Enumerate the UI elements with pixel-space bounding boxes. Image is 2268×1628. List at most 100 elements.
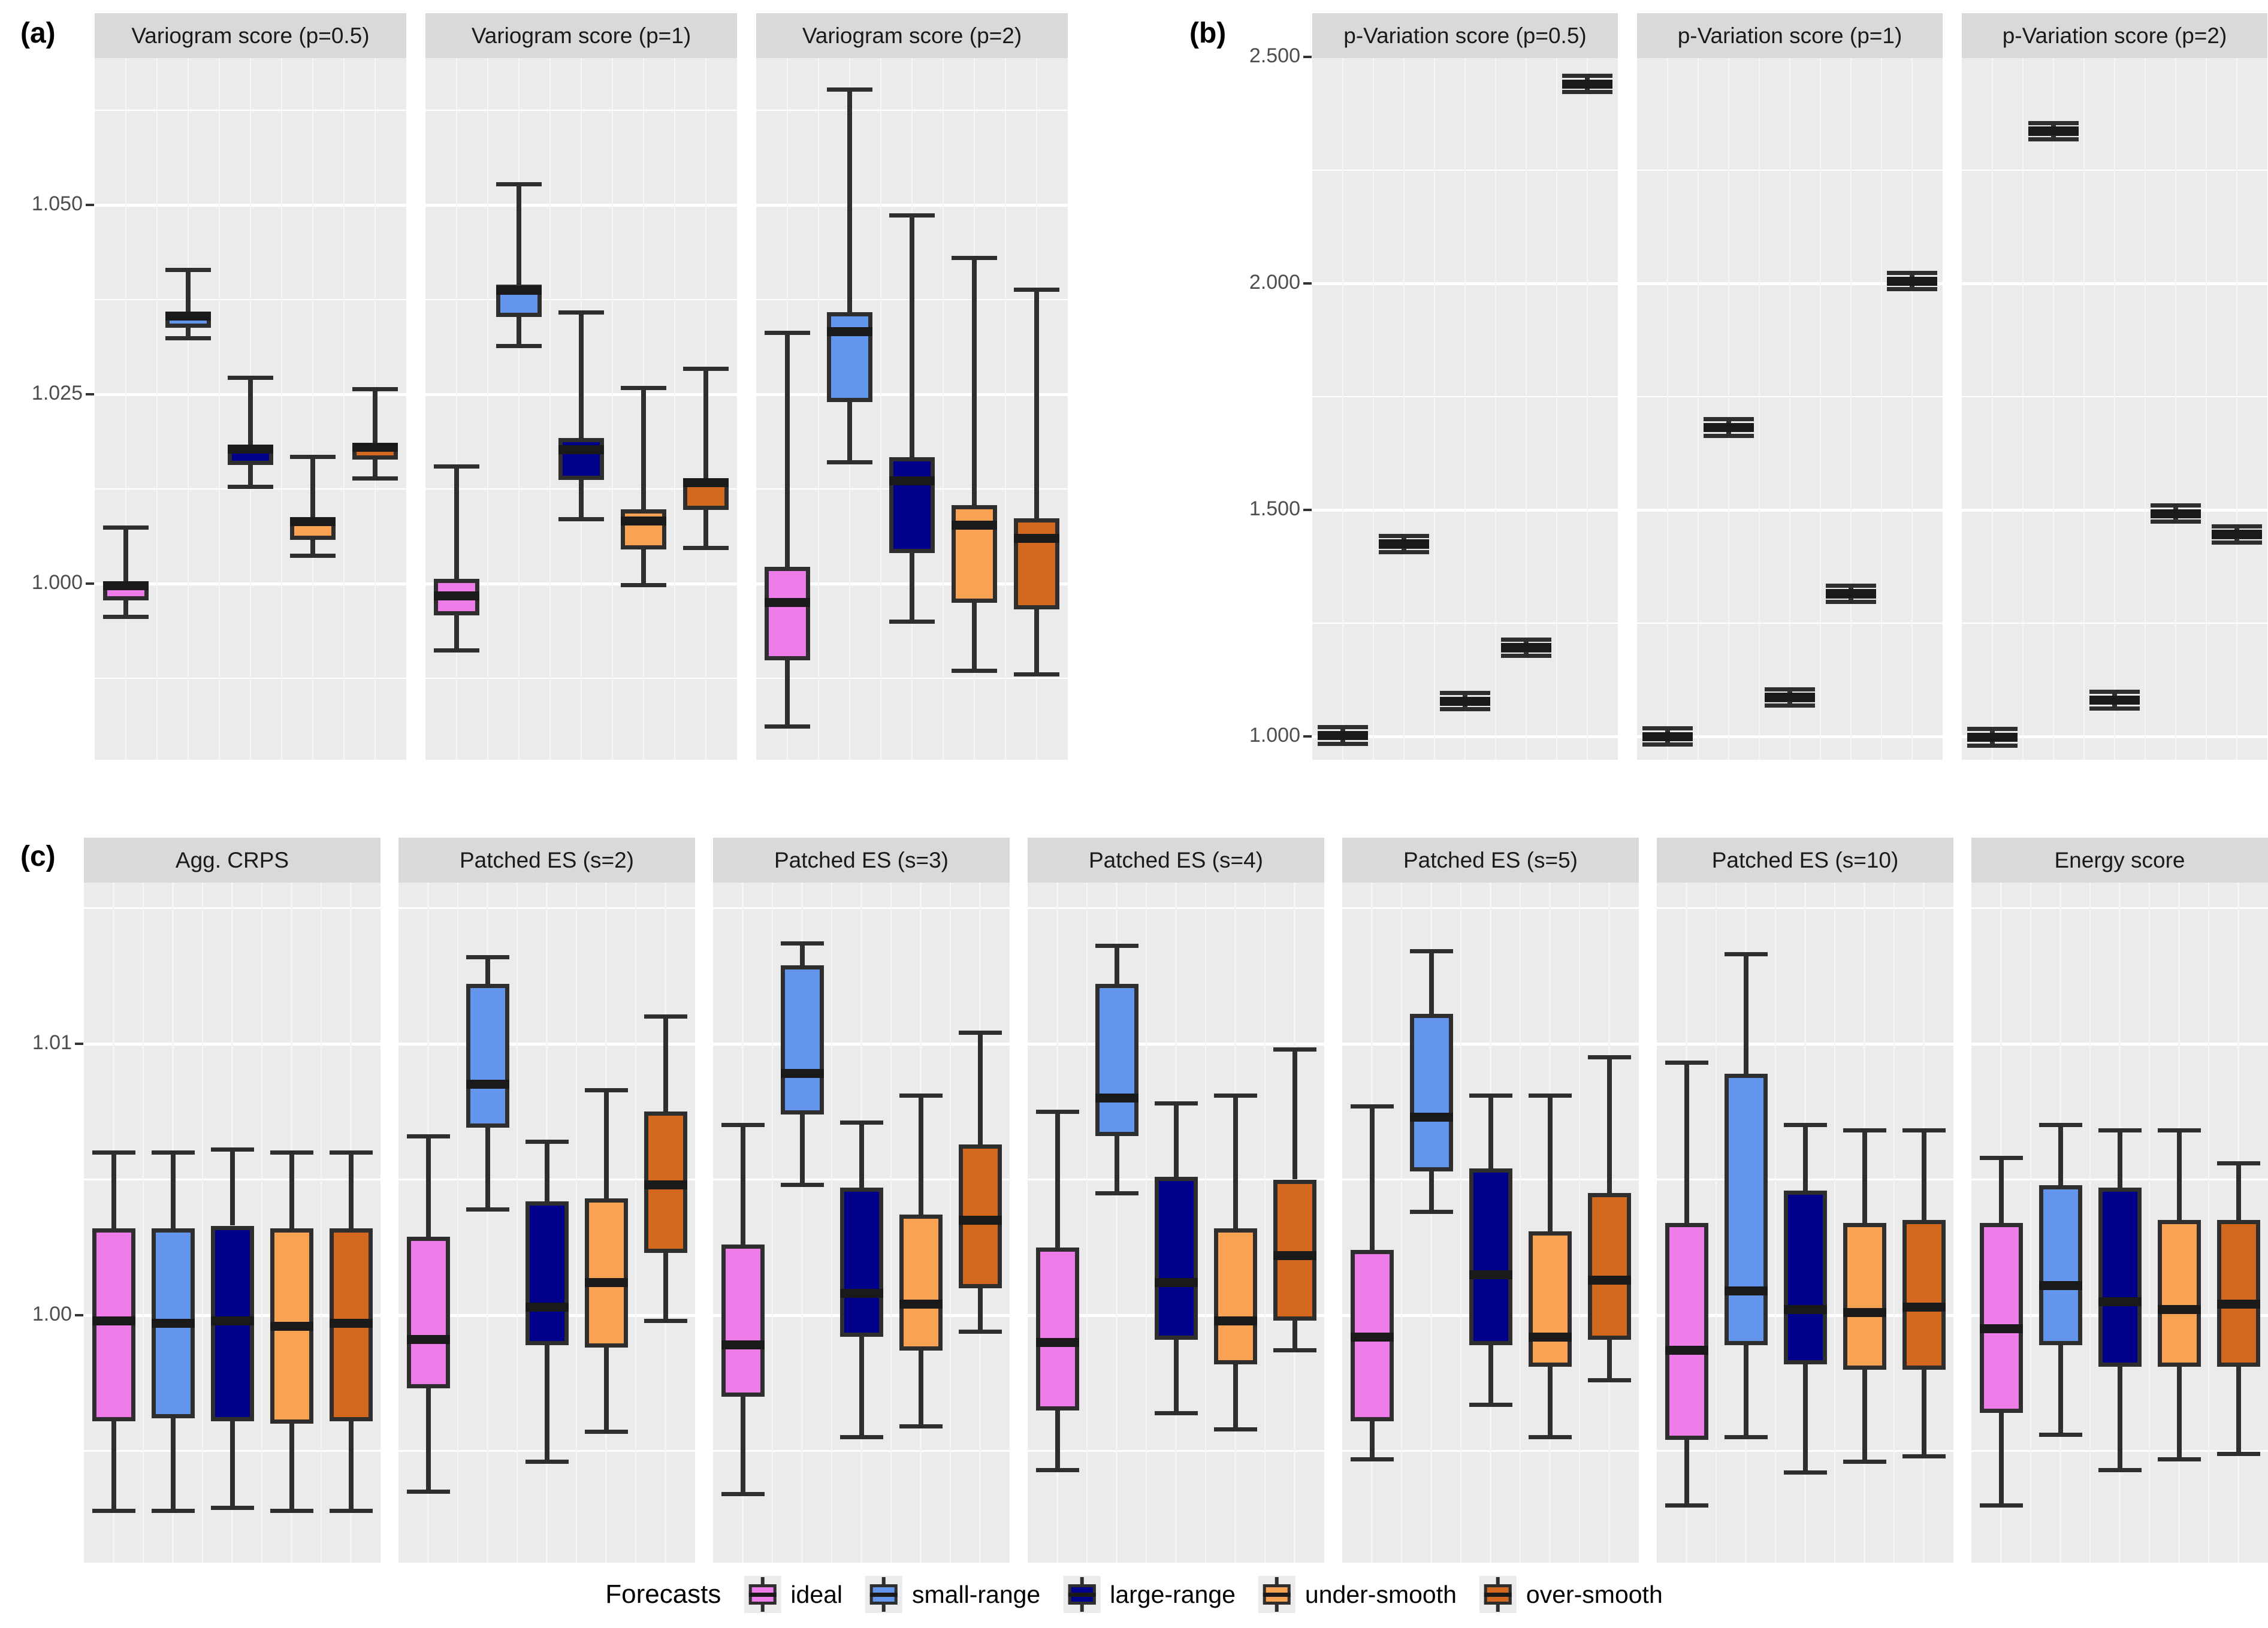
boxplot-under-smooth [425, 58, 737, 760]
boxplot-ideal [756, 58, 1068, 760]
boxplot-small-range [1028, 883, 1324, 1563]
y-tick-label: 1.025 [31, 382, 83, 404]
facet-title: Agg. CRPS [175, 847, 289, 872]
facet-plot-area [713, 883, 1010, 1563]
boxplot-over-smooth [756, 58, 1068, 760]
boxplot-over-smooth [1342, 883, 1639, 1563]
facet-strip: p-Variation score (p=1) [1637, 13, 1943, 58]
legend-title: Forecasts [605, 1579, 721, 1609]
facet-plot-area [1312, 58, 1618, 760]
boxplot-over-smooth [84, 883, 380, 1563]
legend-label: large-range [1110, 1580, 1236, 1608]
boxplot-large-range [1657, 883, 1953, 1563]
y-tick-label: 2.000 [1249, 271, 1300, 294]
y-tick-mark [75, 1314, 83, 1316]
facet-strip: Patched ES (s=10) [1657, 838, 1953, 883]
boxplot-under-smooth [398, 883, 695, 1563]
boxplot-under-smooth [1962, 58, 2267, 760]
facet-strip: Patched ES (s=4) [1028, 838, 1324, 883]
facet-title: p-Variation score (p=0.5) [1343, 23, 1587, 48]
boxplot-large-range [398, 883, 695, 1563]
boxplot-large-range [95, 58, 406, 760]
legend-item-small-range: small-range [865, 1576, 1040, 1613]
boxplot-ideal [425, 58, 737, 760]
y-tick-label: 1.500 [1249, 497, 1300, 520]
y-tick-mark [86, 204, 94, 206]
boxplot-large-range [425, 58, 737, 760]
boxplot-large-range [1312, 58, 1618, 760]
boxplot-small-range [1971, 883, 2268, 1563]
facet-strip: p-Variation score (p=2) [1962, 13, 2267, 58]
y-tick-mark [1303, 282, 1312, 285]
y-tick-mark [75, 1043, 83, 1045]
boxplot-over-smooth [1312, 58, 1618, 760]
boxplot-ideal [713, 883, 1010, 1563]
facet-strip: p-Variation score (p=0.5) [1312, 13, 1618, 58]
facet-title: p-Variation score (p=2) [2002, 23, 2227, 48]
facet-title: Energy score [2054, 847, 2185, 872]
boxplot-under-smooth [1971, 883, 2268, 1563]
boxplot-large-range [84, 883, 380, 1563]
boxplot-small-range [1657, 883, 1953, 1563]
legend-label: over-smooth [1526, 1580, 1663, 1608]
boxplot-ideal [1312, 58, 1618, 760]
y-tick-mark [1303, 56, 1312, 58]
boxplot-small-range [713, 883, 1010, 1563]
facet-plot-area [1342, 883, 1639, 1563]
boxplot-over-smooth [1028, 883, 1324, 1563]
facet-plot-area [1971, 883, 2268, 1563]
legend-item-over-smooth: over-smooth [1479, 1576, 1663, 1613]
boxplot-large-range [1637, 58, 1943, 760]
boxplot-ideal [95, 58, 406, 760]
boxplot-small-range [95, 58, 406, 760]
y-tick-label: 1.00 [32, 1303, 72, 1325]
boxplot-under-smooth [1342, 883, 1639, 1563]
boxplot-over-smooth [1962, 58, 2267, 760]
y-tick-mark [86, 393, 94, 395]
legend-key-boxplot-icon [865, 1576, 903, 1613]
boxplot-small-range [1637, 58, 1943, 760]
facet-plot-area [1657, 883, 1953, 1563]
y-tick-mark [1303, 509, 1312, 511]
facet-title: Variogram score (p=2) [802, 23, 1022, 48]
boxplot-under-smooth [756, 58, 1068, 760]
facet-plot-area [95, 58, 406, 760]
legend-label: small-range [912, 1580, 1041, 1608]
boxplot-large-range [1971, 883, 2268, 1563]
boxplot-small-range [84, 883, 380, 1563]
boxplot-over-smooth [95, 58, 406, 760]
boxplot-ideal [1028, 883, 1324, 1563]
boxplot-ideal [1637, 58, 1943, 760]
y-tick-label: 1.000 [31, 571, 83, 594]
legend-item-under-smooth: under-smooth [1258, 1576, 1457, 1613]
boxplot-under-smooth [1028, 883, 1324, 1563]
boxplot-large-range [713, 883, 1010, 1563]
legend-key-boxplot-icon [1479, 1576, 1517, 1613]
facet-title: Variogram score (p=1) [471, 23, 691, 48]
boxplot-large-range [756, 58, 1068, 760]
boxplot-under-smooth [713, 883, 1010, 1563]
facet-title: Patched ES (s=3) [774, 847, 949, 872]
legend: Forecasts ideal small-range large-range und… [605, 1576, 1663, 1613]
boxplot-over-smooth [1657, 883, 1953, 1563]
facet-title: Variogram score (p=0.5) [131, 23, 370, 48]
boxplot-small-range [1962, 58, 2267, 760]
facet-plot-area [756, 58, 1068, 760]
facet-strip: Patched ES (s=5) [1342, 838, 1639, 883]
facet-title: Patched ES (s=2) [459, 847, 634, 872]
boxplot-under-smooth [95, 58, 406, 760]
boxplot-ideal [1342, 883, 1639, 1563]
boxplot-small-range [1342, 883, 1639, 1563]
legend-key-boxplot-icon [744, 1576, 781, 1613]
facet-strip: Variogram score (p=1) [425, 13, 737, 58]
legend-key-boxplot-icon [1258, 1576, 1295, 1613]
facet-plot-area [1028, 883, 1324, 1563]
boxplot-ideal [1657, 883, 1953, 1563]
facet-title: Patched ES (s=4) [1088, 847, 1263, 872]
boxplot-small-range [1312, 58, 1618, 760]
boxplot-over-smooth [425, 58, 737, 760]
facet-strip: Energy score [1971, 838, 2268, 883]
y-tick-mark [1303, 735, 1312, 738]
facet-plot-area [1637, 58, 1943, 760]
boxplot-under-smooth [1312, 58, 1618, 760]
